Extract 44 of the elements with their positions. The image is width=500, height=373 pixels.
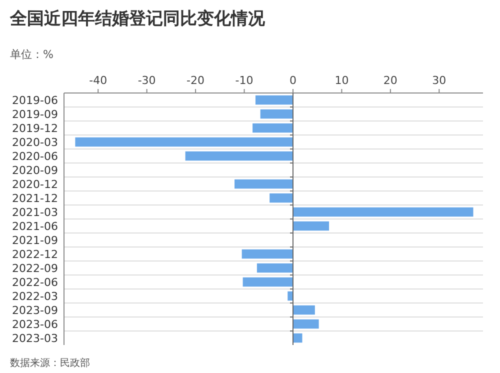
x-tick-label: 0 [289,74,296,87]
bar [292,207,474,217]
y-tick-label: 2020-03 [12,136,58,149]
y-tick-label: 2023-06 [12,318,58,331]
bar [256,263,293,273]
x-tick-label: 30 [432,74,446,87]
bar [75,137,293,147]
bar [260,109,293,119]
y-tick-label: 2019-09 [12,108,58,121]
bar [288,291,293,301]
y-tick-label: 2020-06 [12,150,58,163]
x-tick-label: 10 [334,74,349,87]
y-tick-label: 2023-09 [12,304,58,317]
y-tick-label: 2022-09 [12,262,58,275]
x-tick-label: -10 [235,74,254,87]
bar [292,221,330,231]
bar [242,249,293,259]
y-tick-label: 2021-09 [12,234,58,247]
y-tick-label: 2022-06 [12,276,58,289]
y-tick-label: 2021-03 [12,206,58,219]
bar [252,123,293,133]
y-tick-label: 2023-03 [12,332,58,345]
y-tick-label: 2021-06 [12,220,58,233]
source-note: 数据来源：民政部 [10,357,90,369]
x-tick-label: -40 [89,74,108,87]
x-tick-label: -20 [186,74,205,87]
y-tick-label: 2019-06 [12,94,58,107]
chart-title: 全国近四年结婚登记同比变化情况 [9,9,266,29]
x-tick-label: -30 [138,74,156,87]
chart-subtitle: 单位：% [10,48,54,61]
bar [234,179,293,189]
bar [185,151,293,161]
x-tick-label: 20 [383,74,398,87]
y-tick-label: 2022-03 [12,290,58,303]
bar [255,95,293,105]
y-tick-label: 2021-12 [12,192,58,205]
bar [242,277,293,287]
y-tick-label: 2020-09 [12,164,58,177]
bar [270,193,293,203]
y-tick-label: 2019-12 [12,122,58,135]
bar [292,305,315,315]
bar [292,319,319,329]
y-tick-label: 2020-12 [12,178,58,191]
y-tick-label: 2022-12 [12,248,58,261]
